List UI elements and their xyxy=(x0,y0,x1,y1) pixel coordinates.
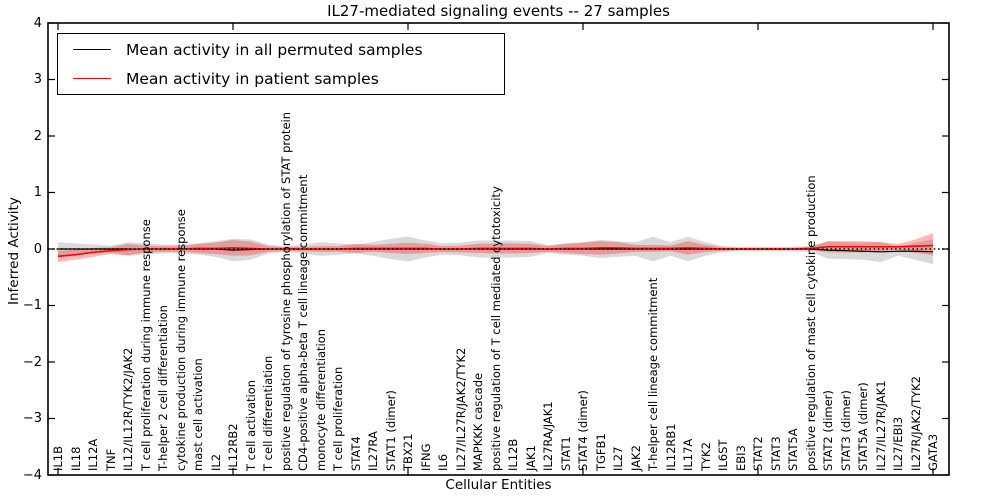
x-tick-label: STAT3 xyxy=(768,436,783,471)
y-tick-label: 2 xyxy=(33,128,42,144)
x-tick-label: IL6ST xyxy=(716,439,730,471)
y-tick-label: −1 xyxy=(22,298,42,313)
x-tick-label: TNF xyxy=(103,448,118,471)
x-tick-label: STAT3 (dimer) xyxy=(838,390,853,471)
y-tick-label: 0 xyxy=(33,241,42,257)
x-tick-label: T cell activation xyxy=(243,379,258,471)
y-tick-label: −2 xyxy=(22,354,42,370)
x-tick-label: IL12A xyxy=(86,438,100,471)
x-tick-label: STAT5A xyxy=(786,428,800,471)
x-tick-label: monocyte differentiation xyxy=(313,328,328,471)
y-tick-label: 1 xyxy=(33,185,42,200)
y-tick-label: −3 xyxy=(22,411,42,426)
x-tick-label: CD4-positive alpha-beta T cell lineage c… xyxy=(296,174,310,471)
x-tick-label: TGFB1 xyxy=(593,433,608,471)
legend-label-patient: Mean activity in patient samples xyxy=(126,69,379,88)
x-tick-label: T cell differentiation xyxy=(261,355,275,471)
x-tick-label: TYK2 xyxy=(698,442,713,471)
x-tick-label: IL6 xyxy=(436,453,450,471)
x-tick-label: T cell proliferation xyxy=(331,366,345,471)
x-tick-label: IL27/IL27R/JAK1 xyxy=(873,380,888,471)
x-tick-label: MAPKKK cascade xyxy=(471,372,485,471)
y-tick-label: −4 xyxy=(22,467,42,483)
x-tick-label: positive regulation of T cell mediated c… xyxy=(488,186,503,471)
x-tick-label: TBX21 xyxy=(401,433,415,471)
x-tick-label: EBI3 xyxy=(733,445,748,471)
x-tick-label: STAT4 (dimer) xyxy=(576,390,590,471)
x-tick-label: IL18 xyxy=(68,446,83,471)
legend-line-patient-icon xyxy=(73,78,111,79)
x-tick-label: IL27/IL27R/JAK2/TYK2 xyxy=(453,347,468,471)
x-axis-label: Cellular Entities xyxy=(445,477,552,493)
legend-line-permuted-icon xyxy=(73,49,111,50)
x-tick-label: STAT2 xyxy=(751,436,765,471)
permuted-std-band xyxy=(58,236,933,265)
y-tick-label: 4 xyxy=(33,15,42,31)
x-tick-label: GATA3 xyxy=(926,433,940,471)
x-tick-label: IL1B xyxy=(51,445,65,471)
x-tick-label: T-helper cell lineage commitment xyxy=(646,277,660,471)
x-tick-label: cytokine production during immune respon… xyxy=(173,209,188,471)
x-tick-label: IL12/IL12R/TYK2/JAK2 xyxy=(121,347,135,471)
x-tick-label: T-helper 2 cell differentiation xyxy=(156,305,170,471)
x-tick-label: STAT2 (dimer) xyxy=(821,390,835,471)
x-tick-label: IL27R/JAK2/TYK2 xyxy=(908,376,923,471)
x-tick-label: positive regulation of mast cell cytokin… xyxy=(803,175,818,471)
x-tick-label: IL12RB1 xyxy=(663,423,678,471)
x-tick-label: T cell proliferation during immune respo… xyxy=(138,219,153,471)
x-tick-label: positive regulation of tyrosine phosphor… xyxy=(278,111,293,471)
x-tick-label: IL27RA xyxy=(366,431,380,471)
x-tick-label: IL12B xyxy=(506,438,520,471)
x-tick-label: IFNG xyxy=(418,443,433,471)
x-tick-label: IL17A xyxy=(681,438,695,471)
x-tick-label: IL2 xyxy=(208,453,223,471)
chart-title: IL27-mediated signaling events -- 27 sam… xyxy=(327,2,670,20)
x-tick-label: STAT5A (dimer) xyxy=(856,382,870,471)
legend-label-permuted: Mean activity in all permuted samples xyxy=(126,40,423,59)
legend: Mean activity in all permuted samples Me… xyxy=(57,33,505,95)
y-tick-label: 3 xyxy=(33,72,42,87)
x-tick-label: JAK1 xyxy=(523,445,538,471)
x-tick-label: IL27RA/JAK1 xyxy=(541,401,555,471)
x-tick-label: JAK2 xyxy=(628,445,643,471)
x-tick-label: STAT1 (dimer) xyxy=(383,390,398,471)
legend-entry-patient: Mean activity in patient samples xyxy=(58,64,504,93)
legend-entry-permuted: Mean activity in all permuted samples xyxy=(58,35,504,64)
x-tick-label: STAT1 xyxy=(558,436,573,471)
x-tick-label: STAT4 xyxy=(348,436,363,471)
x-tick-label: IL27 xyxy=(611,446,625,471)
x-tick-label: mast cell activation xyxy=(191,358,205,471)
x-tick-label: IL27/EBI3 xyxy=(891,416,905,471)
patient-std-band xyxy=(58,233,933,262)
x-tick-label: IL12RB2 xyxy=(226,423,240,471)
